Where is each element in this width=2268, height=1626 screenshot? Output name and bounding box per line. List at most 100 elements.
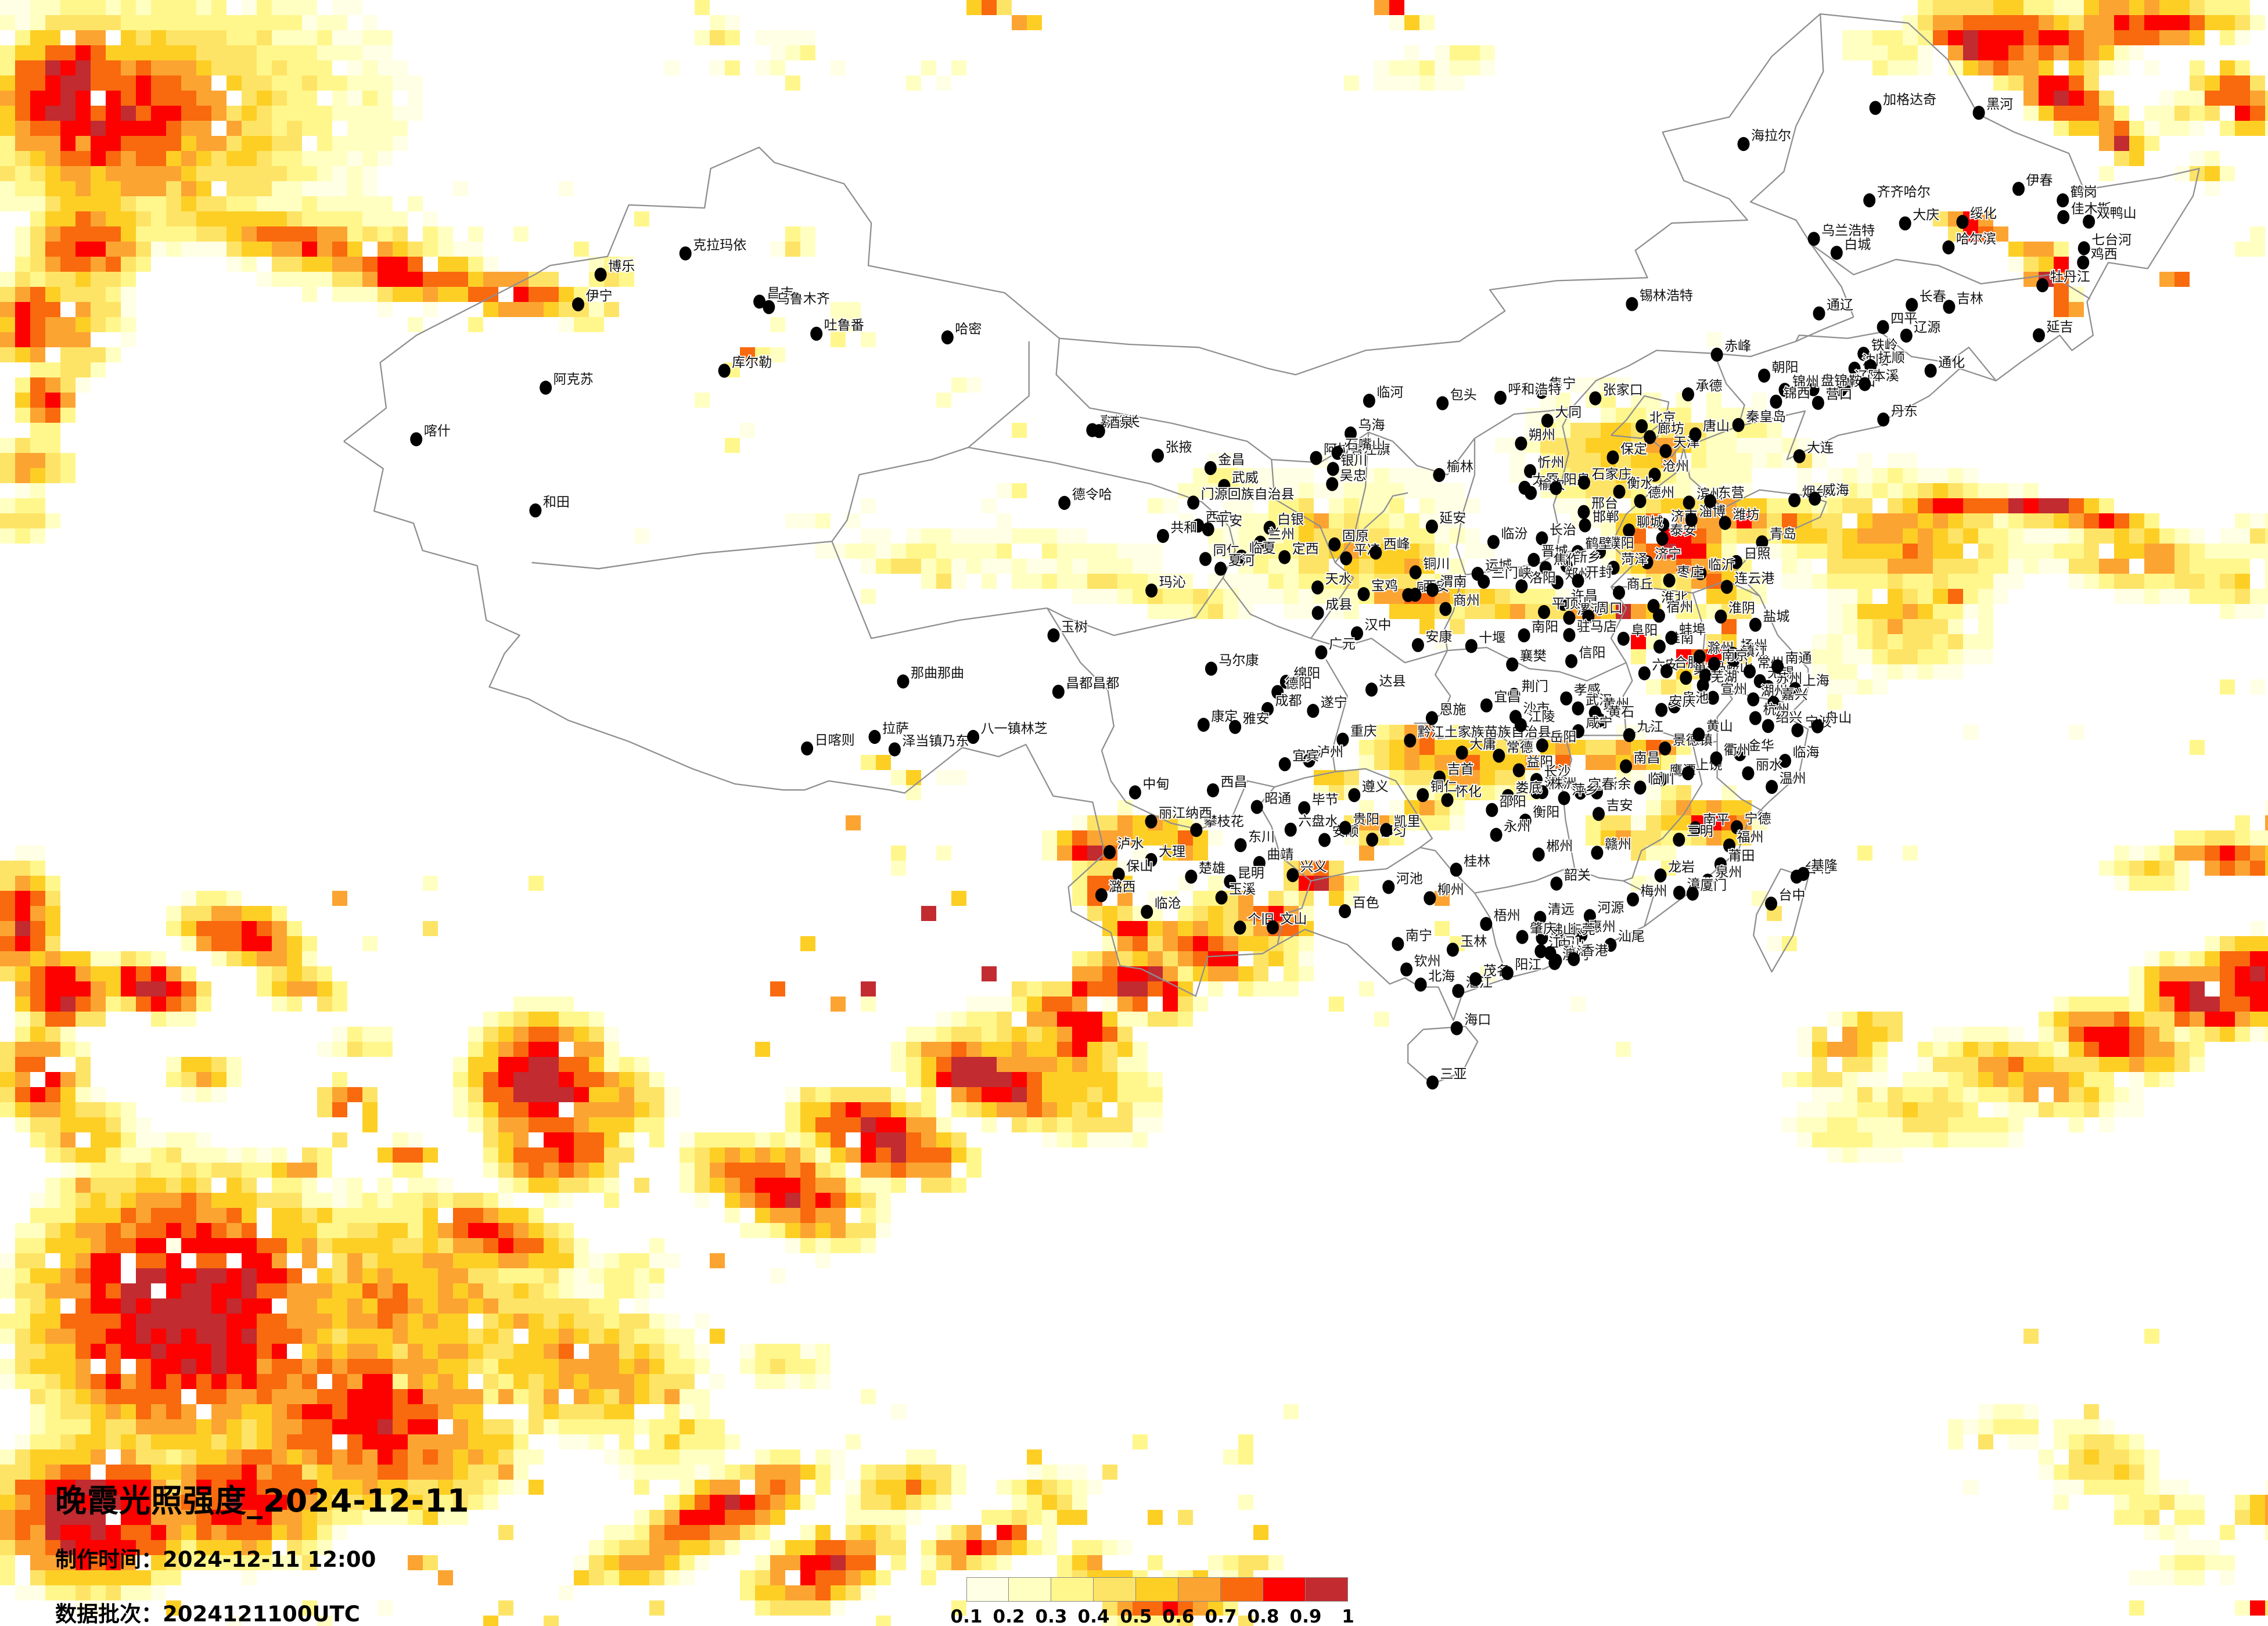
city-dot (1710, 751, 1723, 766)
city-label: 八一镇林芝 (981, 721, 1048, 736)
city-label: 朔州 (1529, 428, 1555, 443)
province-border (831, 541, 1048, 639)
city-dot (1626, 297, 1638, 311)
city-label: 临河 (1376, 385, 1403, 400)
city-label: 丽水 (1756, 758, 1782, 773)
intensity-legend: 0.1 0.2 0.3 0.4 0.5 0.6 0.7 0.8 0.9 1 (951, 1577, 1354, 1626)
city-dot (1563, 610, 1576, 625)
city-label: 廊坊 (1658, 422, 1684, 437)
city-label: 长春 (1920, 289, 1946, 304)
city-label: 汕尾 (1618, 929, 1645, 944)
city-label: 芜湖 (1710, 670, 1737, 685)
city-dot (1572, 545, 1584, 559)
city-label: 昭通 (1264, 792, 1291, 807)
city-label: 桂林 (1464, 854, 1490, 869)
city-label: 上海 (1803, 674, 1830, 689)
city-dot (1392, 937, 1404, 951)
province-border (1259, 786, 1311, 882)
city-dot (1446, 942, 1459, 957)
city-label: 阳江 (1515, 958, 1541, 973)
province-border (1271, 459, 1336, 563)
city-label: 白城 (1844, 237, 1871, 252)
city-dot (1516, 930, 1529, 944)
legend-tick-labels: 0.1 0.2 0.3 0.4 0.5 0.6 0.7 0.8 0.9 1 (951, 1606, 1354, 1626)
city-dot (1190, 823, 1203, 837)
city-label: 兰州 (1268, 527, 1295, 542)
city-dot (1339, 904, 1352, 919)
city-dot (1906, 298, 1918, 312)
legend-swatch (1221, 1577, 1263, 1602)
city-label: 锦州 (1792, 374, 1819, 389)
legend-tick: 0.8 (1247, 1606, 1279, 1626)
legend-color-bar (966, 1577, 1348, 1602)
city-dot (572, 297, 584, 312)
city-dot (1789, 682, 1802, 696)
city-label: 临沂 (1708, 557, 1735, 573)
city-label: 临沧 (1155, 896, 1181, 911)
city-label: 集宁 (1549, 376, 1576, 391)
city-dot (1848, 361, 1861, 376)
city-label: 青岛 (1770, 527, 1796, 542)
city-label: 凯里 (1394, 814, 1421, 829)
city-dot (540, 380, 552, 395)
city-dot (1506, 657, 1519, 672)
city-dot (1207, 783, 1219, 797)
city-label: 玉溪 (1229, 882, 1256, 897)
city-label: 赤峰 (1724, 339, 1751, 354)
city-dot (1331, 445, 1344, 460)
city-label: 门源回族自治县 (1201, 487, 1295, 502)
city-label: 福州 (1737, 830, 1764, 845)
city-label: 乌海 (1358, 418, 1385, 433)
city-label: 吉首 (1447, 762, 1474, 777)
city-label: 雅安 (1243, 711, 1270, 726)
city-dot (1656, 531, 1669, 546)
city-dot (2012, 182, 2025, 196)
city-dot (1215, 890, 1228, 905)
city-dot (1527, 553, 1540, 567)
city-dot (1199, 552, 1212, 566)
city-label: 绵阳 (1293, 666, 1320, 681)
city-dot (1710, 347, 1723, 362)
city-label: 新余 (1604, 777, 1631, 792)
city-dot (1450, 1021, 1463, 1035)
city-dot (1253, 856, 1266, 870)
city-dot (1613, 585, 1625, 600)
city-dot (1469, 972, 1482, 987)
city-dot (1530, 773, 1543, 787)
city-label: 石家庄 (1592, 467, 1632, 482)
province-border (1428, 650, 1451, 724)
city-dot (1683, 495, 1695, 510)
city-label: 漯河 (1577, 602, 1604, 617)
city-label: 广元 (1329, 636, 1356, 652)
city-dot (1682, 387, 1694, 402)
city-dot (1145, 852, 1158, 867)
legend-tick: 0.1 (950, 1606, 983, 1626)
city-label: 温州 (1780, 771, 1806, 786)
city-dot (1654, 868, 1667, 883)
city-dot (1465, 639, 1478, 653)
city-dot (1336, 732, 1349, 747)
city-dot (1793, 449, 1806, 463)
city-dot (1380, 823, 1393, 837)
city-label: 鹤壁 (1586, 537, 1612, 552)
city-label: 南京 (1721, 648, 1748, 663)
city-dot (1869, 100, 1882, 115)
city-label: 重庆 (1350, 724, 1377, 739)
city-dot (718, 364, 731, 378)
city-dot (1490, 828, 1503, 842)
city-dot (1185, 869, 1198, 884)
city-dot (1689, 821, 1702, 836)
city-dot (1363, 394, 1375, 408)
city-label: 长治 (1550, 523, 1576, 538)
city-dot (1704, 494, 1717, 508)
province-border (1465, 553, 1557, 575)
city-label: 宝鸡 (1371, 578, 1398, 593)
city-dot (1560, 691, 1573, 706)
city-dot (2057, 193, 2069, 208)
legend-tick: 1 (1342, 1606, 1354, 1626)
city-label: 铜川 (1423, 557, 1450, 572)
city-dot (1536, 531, 1548, 546)
city-dot (1634, 494, 1647, 508)
city-label: 西峰 (1383, 537, 1410, 552)
province-border (1222, 577, 1311, 639)
